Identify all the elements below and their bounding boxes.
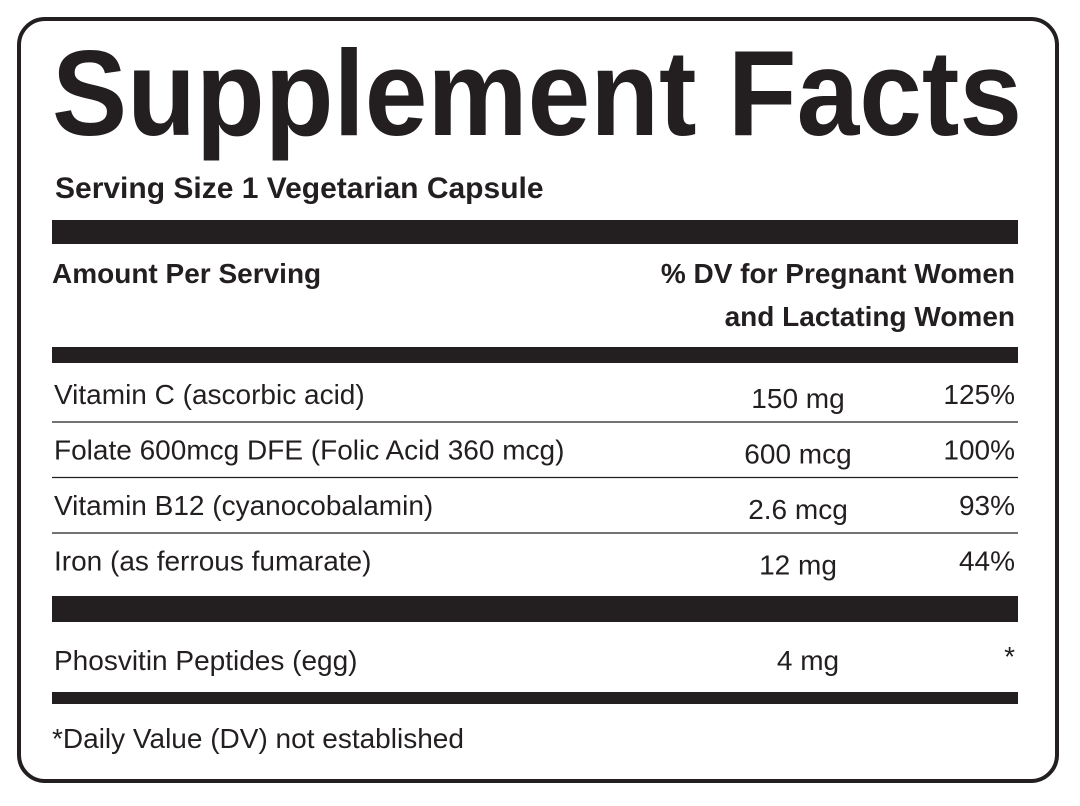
- nutrient-rows: Vitamin C (ascorbic acid) 150 mg 125% Folat…: [52, 379, 1018, 581]
- nutrient-dv: 44%: [959, 546, 1015, 577]
- dv-header: and Lactating Women: [725, 301, 1015, 332]
- nutrient-amount: 150 mg: [751, 383, 844, 414]
- thick-rule: [52, 347, 1018, 363]
- amount-header: Amount Per Serving: [52, 258, 321, 289]
- nutrient-name: Folate 600mcg DFE (Folic Acid 360 mcg): [54, 435, 564, 466]
- serving-size: Serving Size 1 Vegetarian Capsule: [55, 172, 544, 205]
- nutrient-dv: *: [1004, 641, 1015, 672]
- label-border: [17, 17, 1059, 783]
- thick-rule: [52, 220, 1018, 244]
- nutrient-dv: 100%: [943, 435, 1015, 466]
- nutrient-amount: 12 mg: [759, 550, 837, 581]
- nutrient-name: Vitamin C (ascorbic acid): [54, 379, 365, 410]
- nutrient-amount: 600 mcg: [744, 439, 851, 470]
- other-rows: Phosvitin Peptides (egg) 4 mg *: [54, 641, 1015, 676]
- nutrient-dv: 125%: [943, 379, 1015, 410]
- nutrient-dv: 93%: [959, 490, 1015, 521]
- title: Supplement Facts: [52, 25, 1022, 161]
- nutrient-amount: 4 mg: [777, 645, 839, 676]
- nutrient-name: Vitamin B12 (cyanocobalamin): [54, 490, 433, 521]
- footnote: *Daily Value (DV) not established: [52, 723, 464, 754]
- dv-header: % DV for Pregnant Women: [661, 258, 1015, 289]
- nutrient-amount: 2.6 mcg: [748, 494, 848, 525]
- nutrient-name: Phosvitin Peptides (egg): [54, 645, 358, 676]
- thick-rule: [52, 596, 1018, 622]
- nutrient-name: Iron (as ferrous fumarate): [54, 546, 371, 577]
- thick-rule: [52, 692, 1018, 704]
